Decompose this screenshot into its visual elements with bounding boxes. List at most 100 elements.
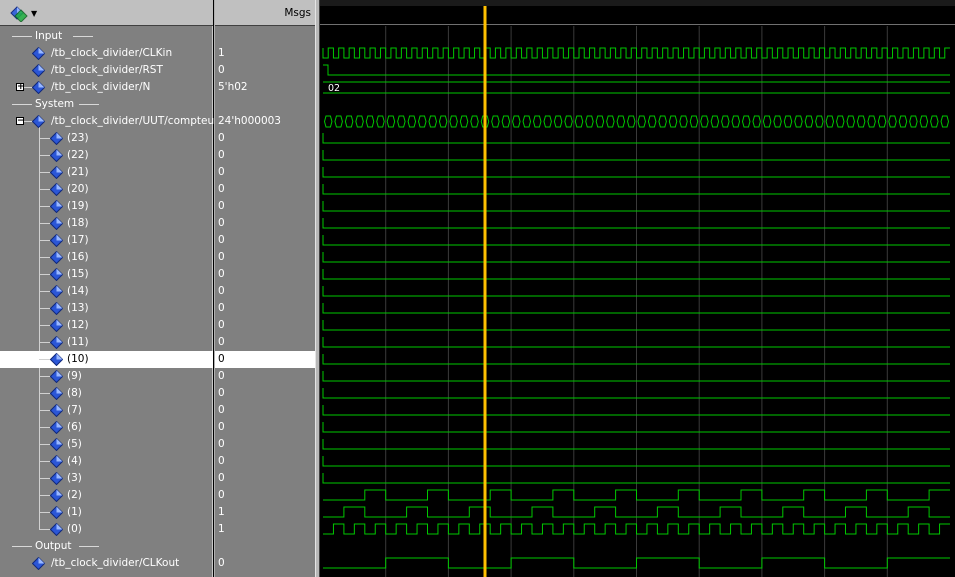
signal-value: 0	[218, 336, 225, 348]
signal-row[interactable]: + /tb_clock_divider/N	[0, 79, 213, 96]
signal-name: (15)	[67, 268, 89, 280]
signal-row[interactable]: (9)	[0, 368, 213, 385]
signal-row[interactable]: (5)	[0, 436, 213, 453]
signal-row[interactable]: (18)	[0, 215, 213, 232]
wave-signal-icon[interactable]	[10, 6, 28, 22]
signal-value-row[interactable]: 0	[215, 215, 315, 232]
signal-row[interactable]: (20)	[0, 181, 213, 198]
signal-row[interactable]: /tb_clock_divider/CLKin	[0, 45, 213, 62]
signal-value: 0	[218, 421, 225, 433]
waveform-canvas[interactable]: 02	[320, 0, 955, 577]
signal-values-pane: Msgs 1 0 5'h02 24'h000003 0 0 0 0 0 0 0 0 0 0 0 0 0 0 0 0 0 0…	[214, 0, 315, 577]
tree-branch-line	[39, 325, 50, 326]
pane-splitter[interactable]	[315, 0, 320, 577]
waveform-pane[interactable]: 02	[320, 0, 955, 577]
signal-name: /tb_clock_divider/CLKout	[51, 557, 180, 569]
signal-name: (9)	[67, 370, 82, 382]
signal-name: (5)	[67, 438, 82, 450]
signal-value-row[interactable]: 0	[215, 334, 315, 351]
signal-value-row[interactable]: 1	[215, 45, 315, 62]
signal-row[interactable]: (10)	[0, 351, 213, 368]
signal-value-row[interactable]: 0	[215, 130, 315, 147]
signal-value-row[interactable]: 0	[215, 419, 315, 436]
signal-value-row[interactable]: 0	[215, 198, 315, 215]
signal-value: 0	[218, 455, 225, 467]
signal-row[interactable]: (22)	[0, 147, 213, 164]
signal-value-row[interactable]: 0	[215, 300, 315, 317]
bus-waveform-segment	[627, 115, 636, 128]
bus-waveform-segment	[804, 115, 814, 128]
signal-row[interactable]: (23)	[0, 130, 213, 147]
signal-row[interactable]: − /tb_clock_divider/UUT/compteur	[0, 113, 218, 130]
signal-diamond-icon	[32, 557, 45, 570]
signal-value-row[interactable]: 0	[215, 402, 315, 419]
signal-row[interactable]: (17)	[0, 232, 213, 249]
signal-row[interactable]: (8)	[0, 385, 213, 402]
signal-value-row[interactable]: 0	[215, 368, 315, 385]
signal-value-row[interactable]: 0	[215, 453, 315, 470]
signal-value-row[interactable]: 0	[215, 62, 315, 79]
signal-row[interactable]: (14)	[0, 283, 213, 300]
signal-name: (11)	[67, 336, 89, 348]
signal-diamond-icon	[50, 404, 63, 417]
signal-value-row[interactable]: 0	[215, 436, 315, 453]
collapse-icon[interactable]: −	[16, 116, 25, 126]
signal-value-row[interactable]: 0	[215, 232, 315, 249]
signal-value-row[interactable]: 1	[215, 504, 315, 521]
signal-value-row[interactable]: 0	[215, 470, 315, 487]
signal-row[interactable]: (15)	[0, 266, 213, 283]
bus-waveform-segment	[428, 115, 437, 128]
chevron-down-icon[interactable]: ▼	[31, 9, 38, 18]
signal-value: 5'h02	[218, 81, 248, 93]
signal-row[interactable]: (19)	[0, 198, 213, 215]
signal-row[interactable]: /tb_clock_divider/RST	[0, 62, 213, 79]
signal-row[interactable]: (21)	[0, 164, 213, 181]
signal-value-row[interactable]: 24'h000003	[215, 113, 315, 130]
signal-row[interactable]: (16)	[0, 249, 213, 266]
signal-value-row[interactable]: 0	[215, 181, 315, 198]
signal-row[interactable]: (13)	[0, 300, 213, 317]
signal-row[interactable]: /tb_clock_divider/CLKout	[0, 555, 213, 572]
expand-icon[interactable]: +	[16, 82, 25, 92]
signal-row[interactable]: (0)	[0, 521, 213, 538]
signal-row[interactable]: (6)	[0, 419, 213, 436]
signal-value-row[interactable]: 0	[215, 283, 315, 300]
signal-value-row[interactable]: 0	[215, 385, 315, 402]
bus-waveform-segment	[397, 115, 406, 128]
signal-row[interactable]: (7)	[0, 402, 213, 419]
signal-name: (2)	[67, 489, 82, 501]
signal-value-row[interactable]: 0	[215, 147, 315, 164]
bus-waveform-segment	[553, 115, 563, 128]
signal-value-row[interactable]: 0	[215, 487, 315, 504]
signal-name: /tb_clock_divider/CLKin	[51, 47, 173, 59]
signal-row[interactable]: (3)	[0, 470, 213, 487]
signal-row[interactable]: (1)	[0, 504, 213, 521]
signal-waveform	[322, 439, 950, 450]
signal-names-pane: ▼ Input System Output/tb_clock_divider/CLK…	[0, 0, 218, 577]
signal-value-row[interactable]: 0	[215, 555, 315, 572]
tree-branch-line	[39, 512, 50, 513]
signal-row[interactable]: (2)	[0, 487, 213, 504]
tree-branch-line	[39, 155, 50, 156]
bus-waveform-segment	[888, 115, 897, 128]
signal-value: 0	[218, 302, 225, 314]
signal-name: (10)	[67, 353, 89, 365]
signal-row[interactable]: (12)	[0, 317, 213, 334]
signal-value-row[interactable]: 1	[215, 521, 315, 538]
signal-value-row[interactable]: 0	[215, 249, 315, 266]
signal-value-row[interactable]: 0	[215, 317, 315, 334]
bus-waveform-segment	[543, 115, 552, 128]
signal-value-row[interactable]: 0	[215, 164, 315, 181]
signal-value-row[interactable]: 0	[215, 266, 315, 283]
signal-name: (3)	[67, 472, 82, 484]
divider-output[interactable]: Output	[0, 538, 213, 555]
tree-branch-line	[39, 308, 50, 309]
divider-input[interactable]: Input	[0, 28, 213, 45]
divider-system[interactable]: System	[0, 96, 213, 113]
signal-name: (17)	[67, 234, 89, 246]
signal-value-row[interactable]: 0	[215, 351, 315, 368]
signal-row[interactable]: (4)	[0, 453, 213, 470]
signal-diamond-icon	[32, 115, 45, 128]
signal-value-row[interactable]: 5'h02	[215, 79, 315, 96]
signal-row[interactable]: (11)	[0, 334, 213, 351]
